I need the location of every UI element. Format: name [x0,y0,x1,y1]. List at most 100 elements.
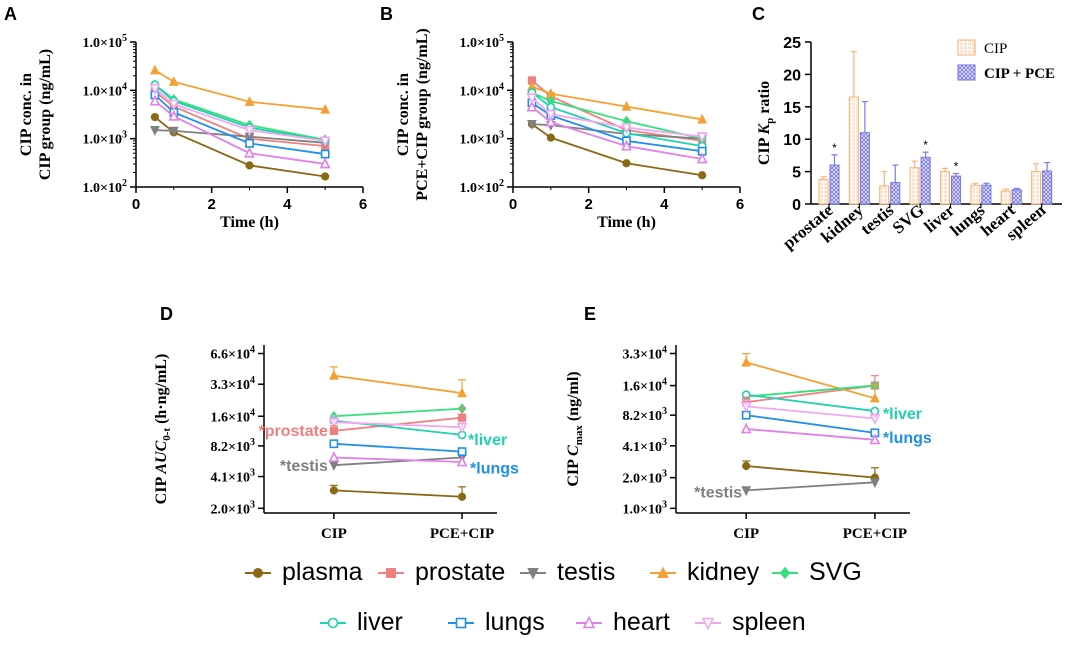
data-point-heart [244,146,255,158]
bar-lungs-cip-pce [981,184,992,205]
legend-label-lungs: lungs [485,608,545,636]
significance-mark: * [923,138,928,152]
x-tick-label-pce-cip: PCE+CIP [843,526,907,542]
legend-label-liver: liver [357,608,403,636]
y-tick-label: 1.0×103 [460,130,504,148]
y-tick-label: 15 [783,100,801,117]
series-line-lungs [746,414,876,434]
data-point-spleen [149,83,161,95]
y-tick-label: 1.6×104 [211,407,255,425]
series-line-svg [333,407,463,418]
significance-mark: * [832,141,837,155]
y-tick-label: 5 [792,165,801,182]
series-line-testis [746,481,875,492]
series-line-kidney [154,69,326,111]
series-line-plasma [154,116,326,178]
data-point-lungs [320,149,330,159]
annotation-liver: *liver [883,406,922,423]
y-tick-label: 1.0×102 [460,178,504,196]
y-tick-label: 8.2×103 [623,406,667,424]
data-point-plasma [321,172,330,181]
legend-label-testis: testis [557,558,615,586]
data-point-plasma [698,171,707,180]
y-tick-label: 20 [783,67,801,84]
legend-swatch-cip-pce [957,64,976,81]
x-axis-label: Time (h) [597,214,656,231]
y-axis-label: CIP Kp ratio [756,81,776,165]
data-point-heart [168,109,180,121]
legend-marker-testis [527,568,539,580]
series-line-liver [746,393,876,412]
data-point-lungs [245,138,254,148]
y-tick-label: 4.1×103 [211,468,255,486]
y-tick-label: 1.0×105 [460,33,504,51]
data-point-plasma [150,112,160,122]
legend-marker-svg [779,566,791,580]
y-axis-label: CIP Cmax (ng/ml) [565,371,585,486]
series-line-spleen [531,97,703,138]
series-line-testis [333,456,463,467]
y-axis-label-line2: PCE+CIP group (ng/mL) [414,28,431,200]
bar-SVG-cip-pce [920,156,931,205]
x-tick-label: 2 [584,196,592,213]
y-tick-label: 3.3×104 [211,375,255,393]
legend-label-svg: SVG [809,558,862,586]
series-line-liver [154,84,326,142]
series-line-heart [154,100,326,165]
annotation-lungs: *lungs [470,461,519,478]
data-point-plasma [546,133,555,142]
y-tick-label: 2.0×103 [211,499,255,517]
x-tick-label-cip: CIP [733,526,759,542]
data-point-kidney [168,76,179,86]
panel-letter: A [4,4,17,24]
bar-prostate-cip-pce [829,164,840,205]
data-point-spleen [526,93,538,105]
data-point-spleen [621,123,632,134]
category-label-SVG: SVG [889,201,928,238]
data-point-kidney [244,96,255,106]
annotation-lungs: *lungs [883,430,932,447]
series-line-lungs [154,94,326,155]
data-point-heart [149,94,161,106]
series-line-prostate [746,384,876,404]
series-line-kidney [745,361,876,400]
y-axis-label-line1: CIP conc. in [18,73,35,156]
data-point-spleen [696,132,708,144]
data-point-lungs [457,447,467,457]
legend-marker-spleen [701,617,715,631]
series-line-svg [746,384,875,398]
series-line-svg [531,91,703,140]
x-axis-label: Time (h) [220,214,279,231]
x-tick-label: 6 [736,196,744,213]
data-point-heart [328,451,340,462]
series-line-lungs [531,102,703,153]
legend-label-heart: heart [613,608,670,636]
data-point-heart [319,157,331,169]
y-tick-label: 3.3×104 [623,345,667,363]
data-point-testis [168,126,179,137]
series-legend: plasma prostate testis kidney SVG liver lungs h… [245,558,862,636]
bar-heart-cip-pce [1011,189,1022,205]
series-line-testis [531,123,703,140]
x-tick-label: 6 [359,196,367,213]
y-tick-label: 1.0×105 [83,33,127,51]
data-point-kidney [150,64,160,75]
legend-marker-prostate [386,568,396,578]
y-tick-label: 8.2×103 [211,437,255,455]
y-tick-label: 4.1×103 [623,437,667,455]
data-point-plasma [622,159,631,168]
y-tick-label: 2.0×103 [623,469,667,487]
series-line-heart [746,428,875,441]
x-tick-label: 2 [207,196,215,213]
annotation-testis: *testis [694,484,742,501]
y-tick-label: 25 [783,35,801,52]
panel-letter: D [160,304,173,324]
significance-mark: * [954,160,959,174]
series-line-lungs [333,442,463,453]
series-line-kidney [531,85,703,121]
legend-label-spleen: spleen [732,608,806,636]
legend-label-prostate: prostate [415,558,505,586]
annotation-liver: *liver [468,432,507,449]
